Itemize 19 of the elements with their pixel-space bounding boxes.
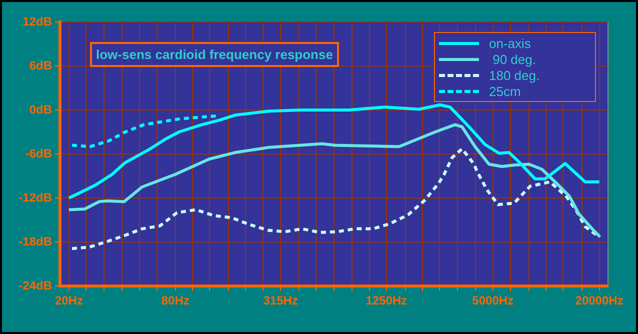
x-tick-label: 1250Hz <box>366 294 408 308</box>
x-tick-label: 20000Hz <box>575 294 624 308</box>
y-tick-label: -24dB <box>18 278 52 292</box>
x-tick-label: 80Hz <box>161 294 190 308</box>
x-tick-label: 5000Hz <box>472 294 514 308</box>
legend-label: 180 deg. <box>489 68 540 82</box>
text: low-sens cardioid frequency response <box>90 42 339 67</box>
y-tick-label: 0dB <box>29 102 52 116</box>
y-tick-label: -6dB <box>25 146 52 160</box>
legend-label: 90 deg. <box>492 52 536 66</box>
line-series <box>70 114 218 148</box>
y-tick-label: -12dB <box>18 190 52 204</box>
y-tick-label: 6dB <box>29 58 52 72</box>
y-tick-label: -18dB <box>18 234 52 248</box>
legend-label: on-axis <box>489 36 531 50</box>
x-tick-label: 20Hz <box>54 294 83 308</box>
y-tick-label: 12dB <box>22 14 52 28</box>
legend-label: 25cm <box>489 84 521 98</box>
x-tick-label: 315Hz <box>263 294 298 308</box>
